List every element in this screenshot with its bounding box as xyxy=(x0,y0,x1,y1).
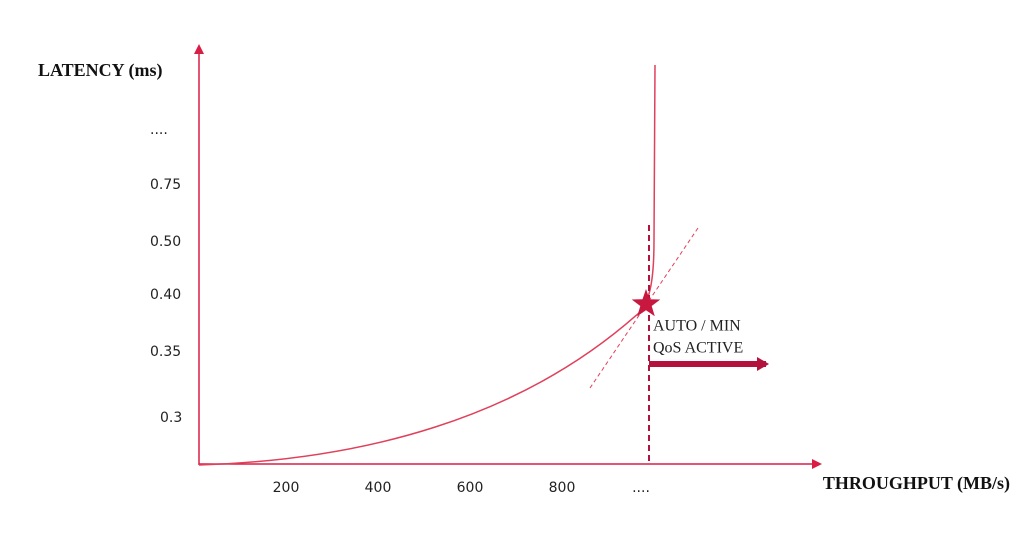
latency-curve xyxy=(198,64,656,466)
x-tick-label: 800 xyxy=(549,480,576,496)
x-tick-label: .... xyxy=(632,480,650,496)
y-tick-label: 0.75 xyxy=(150,177,181,193)
annotation-line: QoS ACTIVE xyxy=(653,340,743,357)
y-tick-label: 0.40 xyxy=(150,287,181,303)
y-tick-label: 0.50 xyxy=(150,234,181,250)
y-axis-title: LATENCY (ms) xyxy=(38,60,163,81)
threshold-star xyxy=(631,289,661,317)
y-tick-label: 0.3 xyxy=(160,410,182,426)
y-tick-label: .... xyxy=(150,122,168,138)
x-tick-label: 200 xyxy=(273,480,300,496)
y-tick-label: 0.35 xyxy=(150,344,181,360)
x-axis-title: THROUGHPUT (MB/s) xyxy=(823,473,1010,494)
x-tick-label: 400 xyxy=(365,480,392,496)
x-tick-label: 600 xyxy=(457,480,484,496)
annotation-line: AUTO / MIN xyxy=(653,318,741,335)
